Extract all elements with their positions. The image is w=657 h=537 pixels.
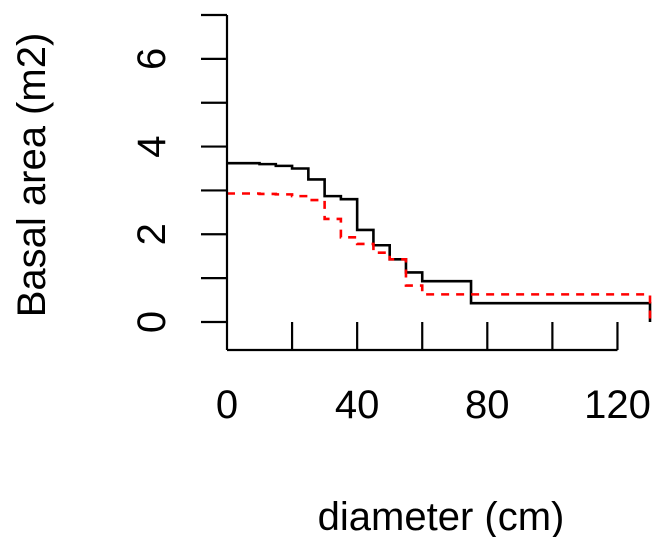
y-tick-label: 6 (130, 48, 174, 70)
y-tick-label: 0 (130, 311, 174, 333)
x-tick-label: 120 (584, 383, 651, 427)
axes: 0 40 80 120 0 2 4 6 (130, 13, 651, 427)
x-tick-label: 40 (335, 383, 380, 427)
y-axis-title: Basal area (m2) (10, 33, 54, 318)
y-tick-label: 4 (130, 135, 174, 157)
x-tick-label: 0 (216, 383, 238, 427)
x-tick-label: 80 (465, 383, 510, 427)
series-line-red-dashed (227, 192, 652, 322)
y-tick-label: 2 (130, 223, 174, 245)
series-line-black-solid (227, 161, 652, 322)
x-axis-title: diameter (cm) (318, 495, 565, 537)
plot-series (227, 161, 652, 322)
